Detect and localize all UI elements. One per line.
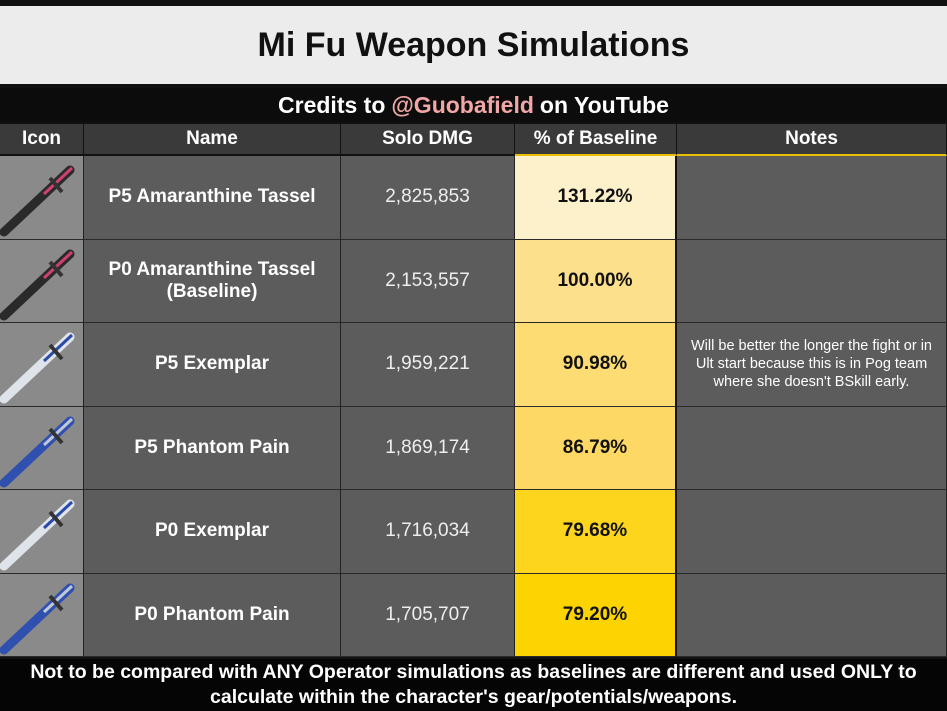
weapon-icon (0, 239, 84, 323)
column-header: Solo DMG (341, 124, 515, 156)
column-header: % of Baseline (515, 124, 677, 156)
weapon-name: P0 Amaranthine Tassel (Baseline) (84, 239, 341, 323)
percent-baseline: 86.79% (515, 406, 677, 490)
weapon-name: P5 Exemplar (84, 323, 341, 407)
footer: Not to be compared with ANY Operator sim… (0, 659, 947, 711)
percent-baseline: 131.22% (515, 156, 677, 240)
sword (0, 583, 75, 655)
solo-dmg: 1,959,221 (341, 323, 515, 407)
percent-baseline: 90.98% (515, 323, 677, 407)
column-header: Icon (0, 124, 84, 156)
column-header: Notes (677, 124, 947, 156)
table: Icon Name Solo DMG% of Baseline Notes P5 Ama… (0, 124, 947, 657)
note (677, 239, 947, 323)
percent-baseline: 100.00% (515, 239, 677, 323)
sword (0, 416, 75, 488)
weapon-icon (0, 323, 84, 407)
solo-dmg: 2,153,557 (341, 239, 515, 323)
note: Will be better the longer the fight or i… (677, 323, 947, 407)
weapon-name: P5 Phantom Pain (84, 406, 341, 490)
note (677, 156, 947, 240)
solo-dmg: 1,869,174 (341, 406, 515, 490)
title: Mi Fu Weapon Simulations (0, 6, 947, 84)
weapon-icon (0, 490, 84, 574)
note (677, 406, 947, 490)
weapon-icon (0, 156, 84, 240)
credits-text: Credits to (278, 91, 386, 118)
note (677, 490, 947, 574)
sword (0, 499, 75, 571)
solo-dmg: 2,825,853 (341, 156, 515, 240)
note (677, 573, 947, 657)
sword (0, 165, 75, 237)
credits-handle: @Guobafield (391, 91, 534, 118)
sword (0, 332, 75, 404)
credits: Credits to @Guobafield on YouTube (0, 88, 947, 122)
weapon-name: P5 Amaranthine Tassel (84, 156, 341, 240)
credits-text: on YouTube (539, 91, 669, 118)
sword (0, 249, 75, 321)
weapon-icon (0, 573, 84, 657)
percent-baseline: 79.20% (515, 573, 677, 657)
percent-baseline: 79.68% (515, 490, 677, 574)
weapon-name: P0 Exemplar (84, 490, 341, 574)
solo-dmg: 1,716,034 (341, 490, 515, 574)
weapon-icon (0, 406, 84, 490)
solo-dmg: 1,705,707 (341, 573, 515, 657)
column-header: Name (84, 124, 341, 156)
weapon-name: P0 Phantom Pain (84, 573, 341, 657)
